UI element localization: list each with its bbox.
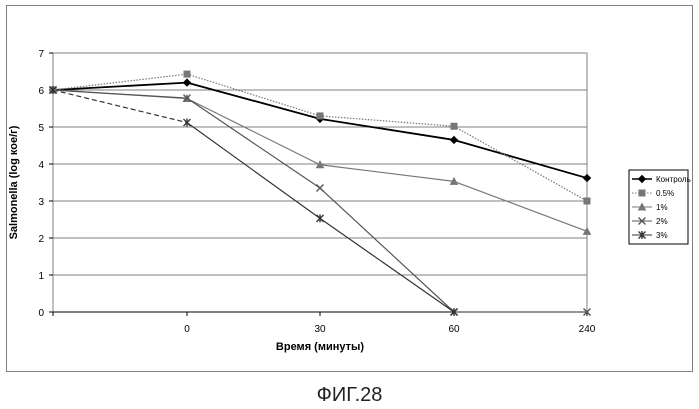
- y-tick-label: 6: [38, 86, 44, 97]
- legend-marker-4: [638, 217, 646, 225]
- series-line-2: [453, 125, 588, 202]
- y-tick-label: 7: [38, 49, 44, 60]
- y-tick-label: 2: [38, 234, 44, 245]
- legend-marker-5: [638, 231, 646, 239]
- x-axis-title: Время (минуты): [276, 341, 364, 353]
- y-tick-label: 4: [38, 160, 44, 171]
- data-point-series-1: [449, 135, 459, 145]
- series-line-3: [453, 180, 588, 232]
- series-line-5: [319, 217, 455, 313]
- data-point-series-3: [582, 226, 592, 235]
- plot-area: [52, 52, 588, 313]
- legend-marker-1: [637, 174, 647, 184]
- y-axis-title: Salmonella (log кое/г): [8, 125, 20, 239]
- series-line-4: [52, 89, 188, 99]
- legend-label-5: 3%: [656, 231, 668, 240]
- y-tick-label: 0: [38, 308, 44, 319]
- data-point-series-2: [450, 122, 458, 130]
- data-point-series-1: [582, 173, 592, 183]
- series-line-5: [52, 89, 188, 124]
- series-line-4: [186, 97, 321, 189]
- series-line-1: [186, 81, 321, 120]
- series-line-1: [52, 81, 188, 91]
- legend-label-3: 1%: [656, 203, 668, 212]
- series-line-2: [186, 73, 321, 117]
- series-line-1: [453, 139, 588, 179]
- legend-label-1: Контроль: [656, 175, 691, 184]
- data-point-series-4: [583, 308, 591, 316]
- legend-label-4: 2%: [656, 217, 668, 226]
- data-point-series-5: [183, 118, 191, 127]
- data-point-series-5: [450, 308, 458, 316]
- x-tick-label: 240: [579, 324, 596, 335]
- data-point-series-4: [316, 184, 324, 193]
- data-point-series-2: [583, 197, 591, 205]
- data-point-series-3: [315, 160, 325, 169]
- data-point-series-1: [182, 78, 192, 87]
- data-point-series-5: [316, 214, 324, 223]
- series-line-3: [186, 97, 321, 166]
- data-point-series-4: [183, 94, 191, 103]
- y-tick-label: 3: [38, 197, 44, 208]
- data-point-series-2: [316, 112, 324, 120]
- y-tick-label: 5: [38, 123, 44, 134]
- series-line-4: [319, 187, 455, 313]
- data-point-series-3: [449, 176, 459, 185]
- data-point-series-5: [49, 86, 57, 94]
- series-line-5: [186, 122, 321, 219]
- x-tick-label: 60: [448, 324, 460, 335]
- y-tick-label: 1: [38, 271, 44, 282]
- series-line-1: [319, 117, 455, 141]
- legend-marker-3: [637, 202, 647, 211]
- x-tick-label: 30: [314, 324, 326, 335]
- x-tick-label: 0: [184, 324, 190, 335]
- figure-caption: ФИГ.28: [316, 384, 383, 406]
- legend-label-2: 0.5%: [656, 189, 674, 198]
- data-point-series-2: [183, 70, 191, 78]
- series-line-2: [319, 115, 455, 127]
- series-line-2: [52, 73, 188, 91]
- legend-marker-2: [638, 189, 646, 197]
- series-line-3: [319, 164, 455, 182]
